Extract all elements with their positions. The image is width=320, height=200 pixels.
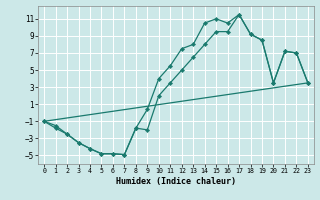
X-axis label: Humidex (Indice chaleur): Humidex (Indice chaleur) xyxy=(116,177,236,186)
